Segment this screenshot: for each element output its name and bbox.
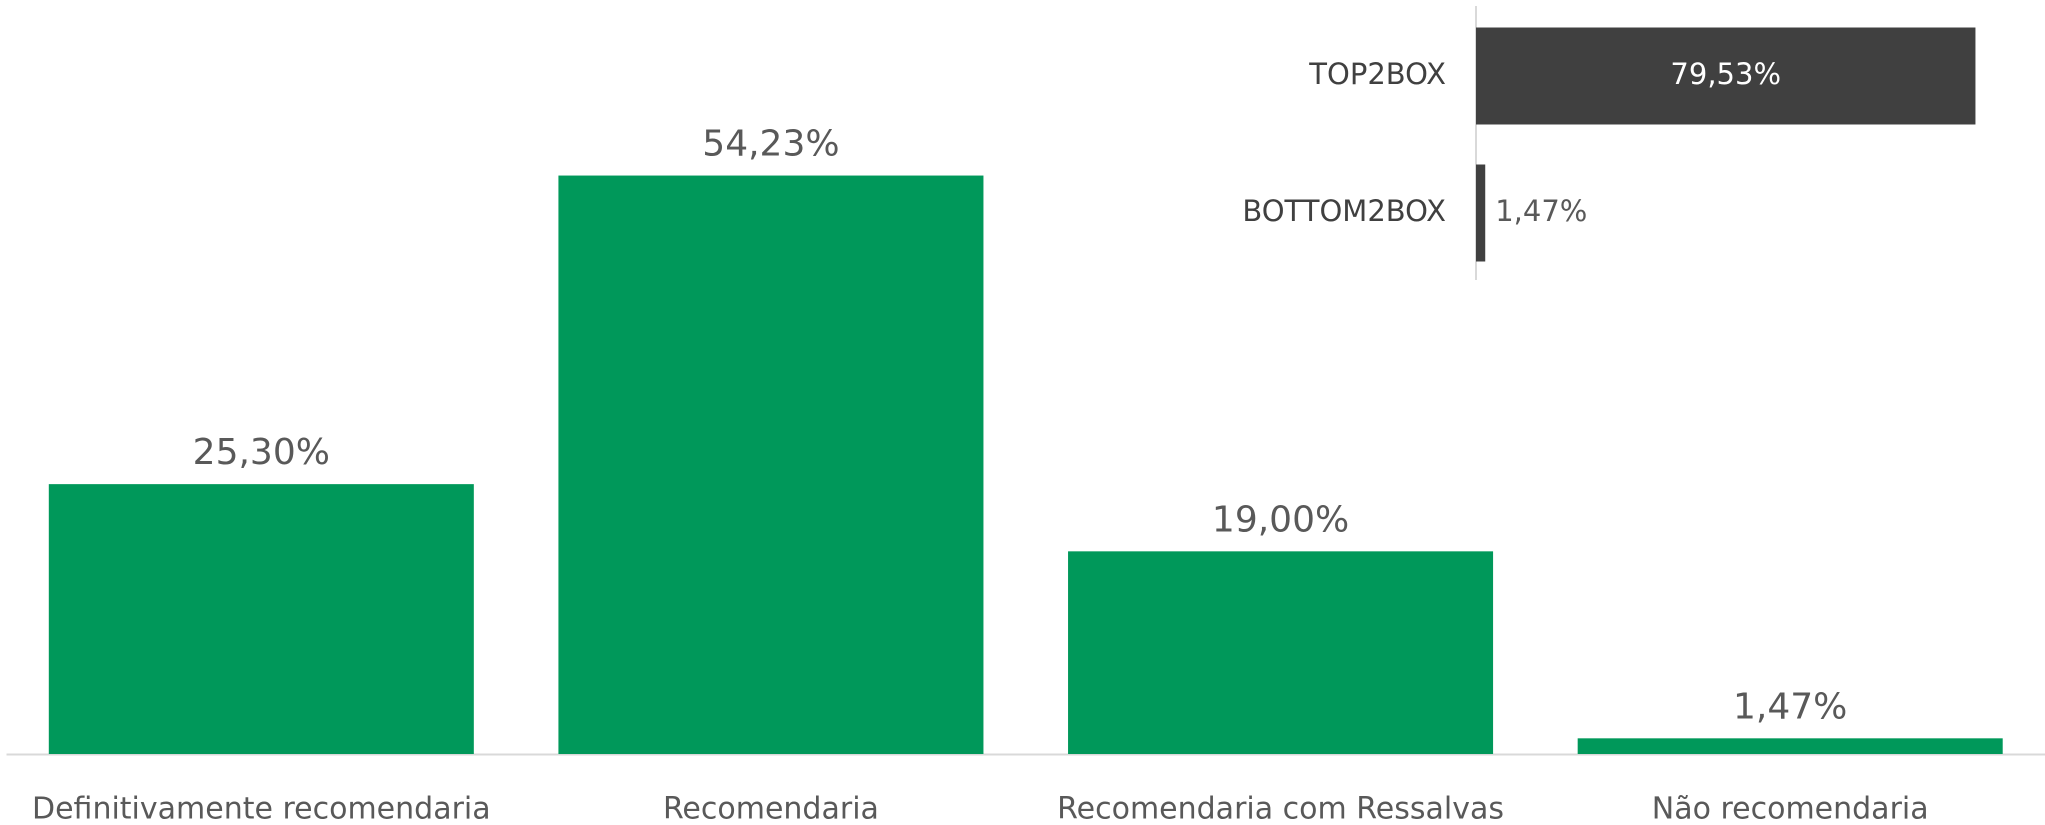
bar: [1577, 738, 2003, 754]
bar: [48, 484, 474, 754]
x-tick-label: Definitivamente recomendaria: [32, 792, 491, 825]
value-label: 54,23%: [702, 124, 839, 165]
y-tick-label: BOTTOM2BOX: [1242, 194, 1446, 228]
x-tick-label: Recomendaria: [663, 792, 879, 825]
value-label: 25,30%: [193, 432, 330, 473]
value-label: 1,47%: [1495, 194, 1587, 228]
value-label: 79,53%: [1670, 57, 1781, 91]
bar: [558, 175, 984, 755]
bar: [1476, 164, 1486, 262]
y-tick-label: TOP2BOX: [1308, 57, 1446, 91]
bar: [1476, 27, 1976, 125]
x-tick-label: Recomendaria com Ressalvas: [1057, 792, 1504, 825]
bar: [1068, 551, 1494, 754]
x-tick-label: Não recomendaria: [1652, 792, 1929, 825]
value-label: 1,47%: [1733, 686, 1847, 727]
value-label: 19,00%: [1212, 499, 1349, 540]
